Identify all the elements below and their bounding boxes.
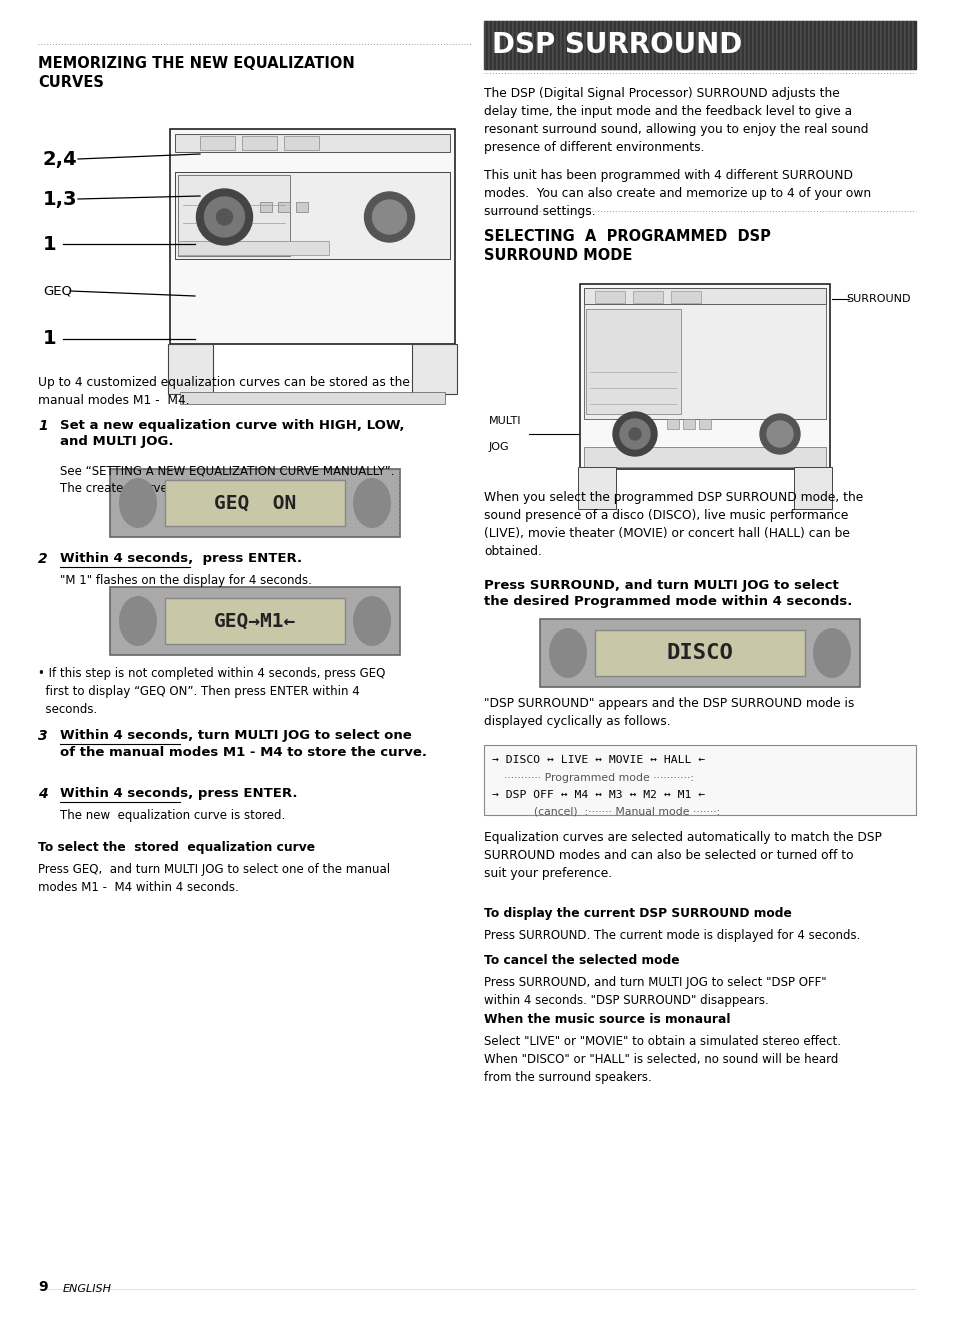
- Bar: [278, 202, 291, 212]
- Bar: [670, 291, 700, 303]
- Ellipse shape: [119, 596, 157, 645]
- Ellipse shape: [548, 628, 586, 678]
- Text: This unit has been programmed with 4 different SURROUND
modes.  You can also cre: This unit has been programmed with 4 dif…: [483, 169, 870, 218]
- Text: 2: 2: [38, 552, 48, 566]
- Bar: [483, 21, 915, 70]
- Circle shape: [196, 189, 253, 245]
- Ellipse shape: [353, 478, 391, 528]
- Bar: [583, 447, 825, 467]
- Text: Equalization curves are selected automatically to match the DSP
SURROUND modes a: Equalization curves are selected automat…: [483, 832, 881, 880]
- Ellipse shape: [812, 628, 850, 678]
- Text: 3: 3: [38, 728, 48, 743]
- Text: → DSP OFF ↔ M4 ↔ M3 ↔ M2 ↔ M1 ←: → DSP OFF ↔ M4 ↔ M3 ↔ M2 ↔ M1 ←: [492, 790, 704, 799]
- Bar: [180, 392, 444, 404]
- Bar: [633, 291, 662, 303]
- Text: 4: 4: [38, 787, 48, 801]
- Text: To select the  stored  equalization curve: To select the stored equalization curve: [38, 841, 314, 854]
- Bar: [699, 419, 710, 428]
- Bar: [178, 241, 329, 254]
- Text: Select "LIVE" or "MOVIE" to obtain a simulated stereo effect.
When "DISCO" or "H: Select "LIVE" or "MOVIE" to obtain a sim…: [483, 1035, 841, 1085]
- Text: Within 4 seconds, press ENTER.: Within 4 seconds, press ENTER.: [60, 787, 297, 799]
- Text: The DSP (Digital Signal Processor) SURROUND adjusts the
delay time, the input mo: The DSP (Digital Signal Processor) SURRO…: [483, 87, 867, 154]
- Circle shape: [766, 420, 792, 447]
- Text: 9: 9: [38, 1280, 48, 1293]
- Bar: [583, 304, 825, 419]
- Text: Press SURROUND, and turn MULTI JOG to select "DSP OFF"
within 4 seconds. "DSP SU: Press SURROUND, and turn MULTI JOG to se…: [483, 976, 825, 1007]
- Text: 1,3: 1,3: [43, 190, 77, 209]
- Text: To cancel the selected mode: To cancel the selected mode: [483, 953, 679, 967]
- Text: SURROUND: SURROUND: [845, 295, 910, 304]
- Text: To display the current DSP SURROUND mode: To display the current DSP SURROUND mode: [483, 907, 791, 920]
- Bar: [585, 309, 680, 414]
- Text: 1: 1: [43, 329, 56, 348]
- Circle shape: [204, 197, 244, 237]
- Text: The new  equalization curve is stored.: The new equalization curve is stored.: [60, 809, 285, 822]
- Text: Press SURROUND, and turn MULTI JOG to select
the desired Programmed mode within : Press SURROUND, and turn MULTI JOG to se…: [483, 578, 851, 608]
- Circle shape: [619, 419, 649, 449]
- Text: GEQ  ON: GEQ ON: [213, 494, 295, 513]
- Bar: [165, 599, 345, 644]
- Text: Set a new equalization curve with HIGH, LOW,
and MULTI JOG.: Set a new equalization curve with HIGH, …: [60, 419, 404, 449]
- Text: "DSP SURROUND" appears and the DSP SURROUND mode is
displayed cyclically as foll: "DSP SURROUND" appears and the DSP SURRO…: [483, 698, 854, 728]
- Circle shape: [216, 209, 233, 225]
- Bar: [579, 284, 829, 469]
- Text: Within 4 seconds, turn MULTI JOG to select one
of the manual modes M1 - M4 to st: Within 4 seconds, turn MULTI JOG to sele…: [60, 728, 427, 758]
- Text: • If this step is not completed within 4 seconds, press GEQ
  first to display “: • If this step is not completed within 4…: [38, 667, 385, 716]
- Text: DISCO: DISCO: [666, 643, 733, 663]
- Bar: [165, 479, 345, 526]
- Text: Press GEQ,  and turn MULTI JOG to select one of the manual
modes M1 -  M4 within: Press GEQ, and turn MULTI JOG to select …: [38, 864, 390, 894]
- Text: GEQ→M1←: GEQ→M1←: [213, 612, 295, 631]
- Text: When the music source is monaural: When the music source is monaural: [483, 1014, 730, 1026]
- Bar: [682, 419, 695, 428]
- Bar: [412, 344, 456, 394]
- Text: 1: 1: [43, 234, 56, 253]
- FancyBboxPatch shape: [174, 134, 450, 153]
- Text: "M 1" flashes on the display for 4 seconds.: "M 1" flashes on the display for 4 secon…: [60, 574, 312, 586]
- Text: 2,4: 2,4: [43, 150, 77, 169]
- Bar: [174, 171, 450, 258]
- Text: MULTI: MULTI: [489, 416, 521, 426]
- Bar: [110, 469, 399, 537]
- Text: ENGLISH: ENGLISH: [63, 1284, 112, 1293]
- Text: GEQ: GEQ: [43, 284, 71, 297]
- Bar: [595, 291, 624, 303]
- Text: 1: 1: [38, 419, 48, 432]
- Circle shape: [760, 414, 800, 454]
- Text: (cancel)  :······· Manual mode ·······:: (cancel) :······· Manual mode ·······:: [534, 806, 720, 815]
- Bar: [110, 586, 399, 655]
- Ellipse shape: [353, 596, 391, 645]
- Bar: [284, 137, 318, 150]
- Bar: [168, 344, 213, 394]
- Text: ··········· Programmed mode ···········:: ··········· Programmed mode ···········:: [503, 773, 693, 783]
- Text: DSP SURROUND: DSP SURROUND: [492, 31, 741, 59]
- Bar: [483, 744, 915, 815]
- Text: Press SURROUND. The current mode is displayed for 4 seconds.: Press SURROUND. The current mode is disp…: [483, 929, 860, 943]
- Text: JOG: JOG: [489, 442, 509, 453]
- Bar: [200, 137, 234, 150]
- Bar: [666, 419, 679, 428]
- Bar: [178, 175, 291, 256]
- Text: When you select the programmed DSP SURROUND mode, the
sound presence of a disco : When you select the programmed DSP SURRO…: [483, 491, 862, 558]
- Ellipse shape: [119, 478, 157, 528]
- Bar: [578, 467, 616, 509]
- Bar: [242, 137, 276, 150]
- Text: SELECTING  A  PROGRAMMED  DSP
SURROUND MODE: SELECTING A PROGRAMMED DSP SURROUND MODE: [483, 229, 770, 264]
- FancyBboxPatch shape: [170, 129, 455, 344]
- Text: Up to 4 customized equalization curves can be stored as the
manual modes M1 -  M: Up to 4 customized equalization curves c…: [38, 376, 410, 407]
- Text: MEMORIZING THE NEW EQUALIZATION
CURVES: MEMORIZING THE NEW EQUALIZATION CURVES: [38, 56, 355, 90]
- Bar: [583, 288, 825, 304]
- Bar: [595, 631, 804, 676]
- Text: → DISCO ↔ LIVE ↔ MOVIE ↔ HALL ←: → DISCO ↔ LIVE ↔ MOVIE ↔ HALL ←: [492, 755, 704, 765]
- Text: Within 4 seconds,  press ENTER.: Within 4 seconds, press ENTER.: [60, 552, 302, 565]
- Bar: [296, 202, 308, 212]
- Bar: [793, 467, 831, 509]
- Bar: [539, 619, 859, 687]
- Circle shape: [613, 412, 657, 457]
- Bar: [260, 202, 273, 212]
- Text: See “SETTING A NEW EQUALIZATION CURVE MANUALLY”.
The created curve is displayed : See “SETTING A NEW EQUALIZATION CURVE MA…: [60, 465, 395, 495]
- Circle shape: [628, 428, 640, 441]
- Circle shape: [372, 200, 406, 234]
- Circle shape: [364, 191, 414, 242]
